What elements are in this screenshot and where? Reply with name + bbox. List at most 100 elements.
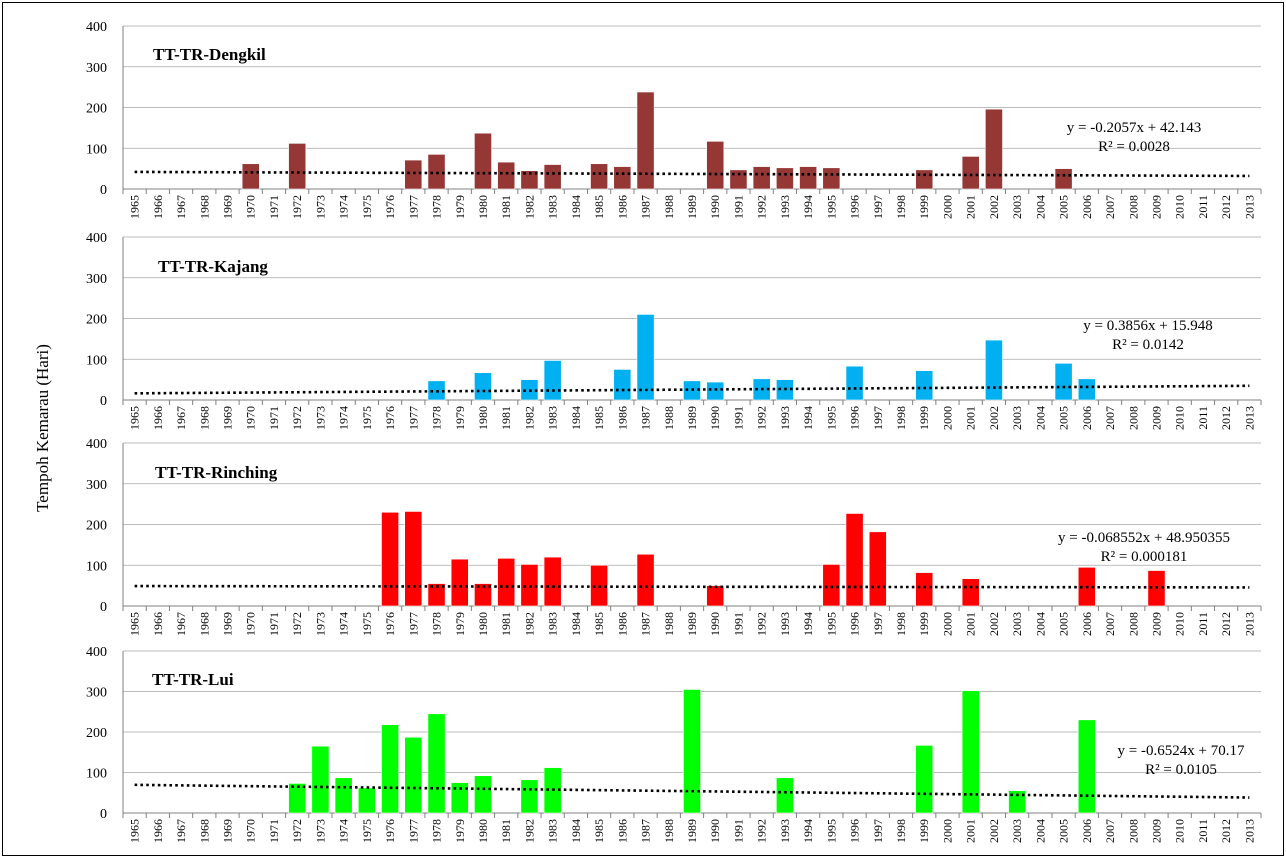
x-tick-label: 1977 <box>406 195 420 219</box>
x-tick-label: 1979 <box>453 195 467 219</box>
trendline <box>134 384 1250 395</box>
y-tick-label: 0 <box>100 183 107 198</box>
bar-2001 <box>961 690 980 814</box>
x-tick-label: 1978 <box>430 819 444 843</box>
x-tick-label: 1976 <box>383 819 397 843</box>
x-tick-label: 1970 <box>244 406 258 430</box>
bar-1982 <box>520 779 539 814</box>
bar-1993 <box>776 167 794 190</box>
y-tick-label: 0 <box>100 807 107 822</box>
x-tick-label: 1982 <box>522 195 536 219</box>
bar-1990 <box>706 585 725 607</box>
x-tick-label: 1997 <box>871 195 885 219</box>
x-tick-label: 1984 <box>569 406 583 430</box>
x-tick-label: 1993 <box>778 612 792 636</box>
x-tick-label: 1980 <box>476 406 490 430</box>
x-tick-label: 2002 <box>987 819 1001 843</box>
x-tick-label: 1988 <box>662 612 676 636</box>
x-tick-label: 1973 <box>313 612 327 636</box>
x-tick-label: 1969 <box>221 612 235 636</box>
x-tick-label: 2013 <box>1242 195 1256 219</box>
bar-1999 <box>915 572 934 607</box>
bar-1991 <box>729 169 748 190</box>
panel-tt-tr-rinching: 0 100 200 300 400 1965 1966 1967 1968 1969 1970 197… <box>86 437 1262 636</box>
x-tick-label: 2004 <box>1033 612 1047 636</box>
x-tick-label: 1965 <box>128 612 142 636</box>
bar-1996 <box>845 513 864 607</box>
x-tick-label: 1968 <box>197 406 211 430</box>
y-tick-label: 100 <box>86 767 107 782</box>
x-tick-label: 1975 <box>360 612 374 636</box>
bar-2001 <box>961 578 980 607</box>
x-tick-label: 1987 <box>639 612 653 636</box>
trendline <box>134 584 1250 589</box>
y-tick-label: 100 <box>86 142 107 157</box>
x-tick-label: 1974 <box>337 612 351 636</box>
x-tick-label: 2009 <box>1149 406 1163 430</box>
x-tick-label: 1975 <box>360 406 374 430</box>
x-tick-label: 1981 <box>499 819 513 843</box>
bar-2002 <box>985 339 1003 401</box>
x-tick-label: 1976 <box>383 195 397 219</box>
x-tick-label: 2010 <box>1173 819 1187 843</box>
x-tick-label: 1973 <box>313 819 327 843</box>
x-tick-label: 2007 <box>1103 819 1117 843</box>
x-tick-label: 1980 <box>476 819 490 843</box>
x-tick-label: 2006 <box>1080 819 1094 843</box>
x-tick-label: 1990 <box>708 612 722 636</box>
y-tick-label: 400 <box>86 231 107 246</box>
x-tick-label: 1987 <box>639 819 653 843</box>
x-tick-label: 2006 <box>1080 406 1094 430</box>
x-tick-label: 1970 <box>244 612 258 636</box>
bar-1999 <box>915 745 934 814</box>
x-tick-label: 1992 <box>755 406 769 430</box>
bar-2005 <box>1054 363 1073 401</box>
bar-1970 <box>241 163 260 190</box>
x-tick-label: 2013 <box>1242 612 1256 636</box>
bar-1989 <box>683 689 701 814</box>
x-tick-label: 1985 <box>592 406 606 430</box>
x-tick-label: 1992 <box>755 612 769 636</box>
x-tick-label: 1966 <box>151 406 165 430</box>
x-tick-label: 2011 <box>1196 612 1210 636</box>
bar-1978 <box>427 713 446 814</box>
x-tick-label: 1991 <box>731 612 745 636</box>
x-tick-label: 2011 <box>1196 195 1210 219</box>
x-tick-label: 2002 <box>987 406 1001 430</box>
x-tick-label: 1996 <box>848 195 862 219</box>
x-tick-label: 1968 <box>197 612 211 636</box>
x-tick-label: 2003 <box>1010 406 1024 430</box>
x-tick-label: 1994 <box>801 406 815 430</box>
x-tick-label: 2011 <box>1196 819 1210 843</box>
y-tick-label: 300 <box>86 272 107 287</box>
x-tick-label: 2006 <box>1080 612 1094 636</box>
x-tick-label: 1972 <box>290 819 304 843</box>
x-tick-label: 1965 <box>128 406 142 430</box>
bar-1993 <box>776 777 794 814</box>
x-tick-label: 1982 <box>522 819 536 843</box>
x-tick-label: 2009 <box>1149 612 1163 636</box>
x-tick-label: 1998 <box>894 195 908 219</box>
bar-1977 <box>404 159 423 190</box>
x-tick-label: 1984 <box>569 612 583 636</box>
x-tick-label: 2005 <box>1057 406 1071 430</box>
y-tick-label: 400 <box>86 437 107 452</box>
y-tick-label: 100 <box>86 353 107 368</box>
bar-2003 <box>1008 790 1027 814</box>
x-tick-label: 2000 <box>940 819 954 843</box>
x-tick-label: 1972 <box>290 406 304 430</box>
x-tick-label: 1973 <box>313 406 327 430</box>
x-tick-label: 2001 <box>964 819 978 843</box>
x-tick-label: 1978 <box>430 612 444 636</box>
x-tick-label: 2002 <box>987 195 1001 219</box>
x-tick-label: 1977 <box>406 612 420 636</box>
x-tick-label: 1986 <box>615 195 629 219</box>
trendline-equation: y = -0.6524x + 70.17 <box>1118 743 1245 759</box>
x-tick-label: 1969 <box>221 406 235 430</box>
x-tick-label: 1993 <box>778 819 792 843</box>
x-tick-label: 2010 <box>1173 195 1187 219</box>
x-tick-label: 2004 <box>1033 195 1047 219</box>
bar-1981 <box>497 558 516 607</box>
x-tick-label: 2005 <box>1057 819 1071 843</box>
